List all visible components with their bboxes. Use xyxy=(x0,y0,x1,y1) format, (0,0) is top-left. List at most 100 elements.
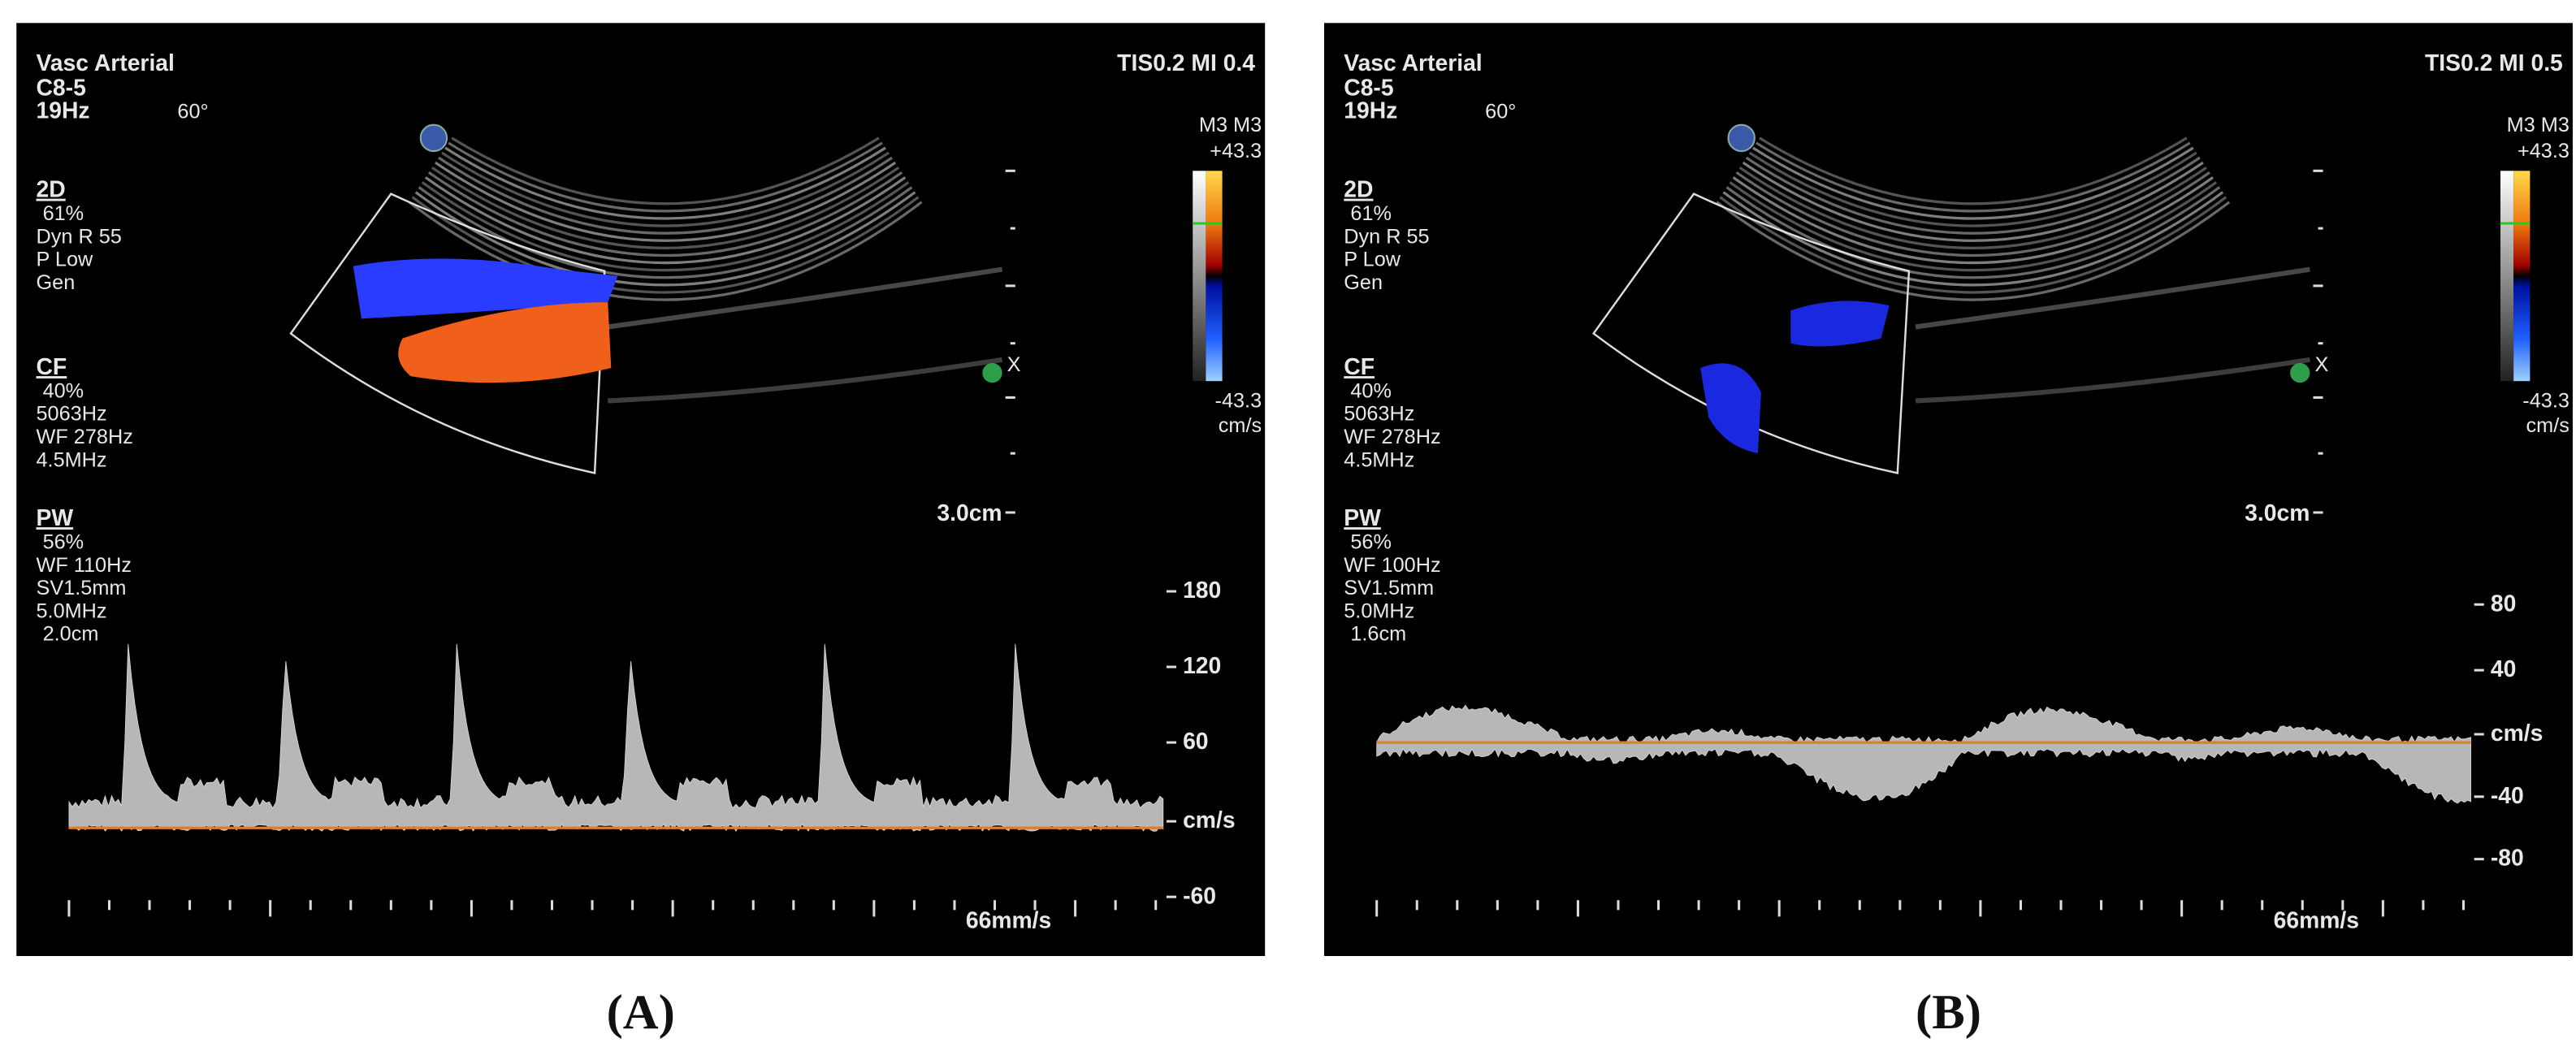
gray-bar xyxy=(2500,171,2514,382)
color-bar-max: +43.3 xyxy=(1210,140,1262,162)
panel-label: (B) xyxy=(1916,985,1981,1040)
tissue-arc xyxy=(1732,176,2214,265)
section-title: PW xyxy=(1344,504,1381,530)
probe-icon xyxy=(419,123,448,153)
probe-icon xyxy=(1727,123,1756,153)
tissue-arc xyxy=(1735,171,2210,257)
velocity-label: cm/s xyxy=(1183,807,1236,833)
section-line: 1.6cm xyxy=(1350,623,1406,646)
marker: X xyxy=(2314,353,2328,376)
section-line: 5063Hz xyxy=(1344,403,1414,426)
probe: C8-5 xyxy=(36,74,85,100)
focus-marker xyxy=(982,362,1002,383)
section-line: 56% xyxy=(43,530,84,553)
vessel-wall xyxy=(1915,357,2310,404)
frame-rate: 19Hz xyxy=(36,97,89,123)
section-line: 5.0MHz xyxy=(36,599,106,622)
velocity-label: -40 xyxy=(2491,782,2524,808)
section-line: P Low xyxy=(1344,249,1401,271)
marker: X xyxy=(1007,353,1021,376)
panel-label: (A) xyxy=(607,985,675,1040)
tissue-arc xyxy=(418,186,913,279)
section-line: WF 100Hz xyxy=(1344,554,1440,577)
color-bar xyxy=(2513,171,2531,382)
mode: Vasc Arterial xyxy=(36,50,174,76)
doppler-waveform xyxy=(1376,704,2471,804)
tissue-arc xyxy=(438,156,894,235)
section-title: 2D xyxy=(36,176,65,202)
flow-blue xyxy=(1700,363,1761,454)
vessel-wall xyxy=(1915,266,2310,330)
color-bar-min: -43.3 xyxy=(1215,390,1262,413)
vessel-wall xyxy=(608,357,1003,404)
velocity-label: -60 xyxy=(1183,882,1216,908)
color-bar-unit: cm/s xyxy=(1219,414,1262,437)
velocity-label: cm/s xyxy=(2491,720,2544,746)
section-line: P Low xyxy=(36,249,93,271)
tissue-arc xyxy=(1725,186,2221,279)
flow-blue xyxy=(1790,301,1890,347)
tissue-arc xyxy=(1719,196,2227,294)
angle: 60° xyxy=(1485,101,1516,123)
probe: C8-5 xyxy=(1344,74,1393,100)
panel-background xyxy=(1323,23,2573,956)
gray-bar xyxy=(1193,171,1206,382)
color-box xyxy=(289,193,606,474)
section-line: WF 110Hz xyxy=(36,554,131,577)
tissue-arc xyxy=(421,181,910,272)
flow-blue xyxy=(353,258,618,319)
tissue-arc xyxy=(1759,136,2188,206)
tissue-arc xyxy=(424,176,907,265)
section-line: 61% xyxy=(1350,202,1392,225)
indices: TIS0.2 MI 0.4 xyxy=(1117,50,1255,76)
tissue-arc xyxy=(1722,191,2224,287)
section-line: Gen xyxy=(1344,271,1383,294)
section-line: 61% xyxy=(43,202,84,225)
velocity-label: 180 xyxy=(1183,577,1221,603)
indices: TIS0.2 MI 0.5 xyxy=(2425,50,2563,76)
velocity-label: -80 xyxy=(2491,845,2524,871)
section-line: 40% xyxy=(43,379,84,402)
velocity-label: 80 xyxy=(2491,590,2516,616)
tissue-arc xyxy=(414,191,916,287)
section-line: Dyn R 55 xyxy=(36,225,121,248)
focus-marker xyxy=(2290,362,2310,383)
sweep-speed: 66mm/s xyxy=(2274,907,2359,933)
depth: 3.0cm xyxy=(937,500,1002,526)
section-line: 4.5MHz xyxy=(36,448,106,471)
tissue-arc xyxy=(1745,156,2201,235)
angle: 60° xyxy=(177,101,208,123)
tissue-arc xyxy=(444,146,886,220)
section-title: PW xyxy=(36,504,73,530)
velocity-label: 60 xyxy=(1183,728,1208,754)
color-box xyxy=(1591,193,1911,474)
tissue-arc xyxy=(411,196,920,294)
section-line: 2.0cm xyxy=(43,623,99,646)
section-title: CF xyxy=(36,353,67,379)
section-line: SV1.5mm xyxy=(1344,577,1434,599)
color-bar-top: M3 M3 xyxy=(1199,114,1262,136)
tissue-arc xyxy=(1751,146,2194,220)
velocity-label: 40 xyxy=(2491,655,2516,681)
color-bar-min: -43.3 xyxy=(2522,390,2570,413)
tissue-arc xyxy=(1729,181,2218,272)
tissue-arc xyxy=(441,151,890,227)
section-line: WF 278Hz xyxy=(36,426,132,448)
tissue-arc xyxy=(1755,141,2191,213)
section-line: 56% xyxy=(1350,530,1392,553)
section-line: 5.0MHz xyxy=(1344,599,1414,622)
color-bar xyxy=(1206,171,1223,382)
velocity-label: 120 xyxy=(1183,652,1221,678)
tissue-arc xyxy=(451,136,880,206)
color-bar-top: M3 M3 xyxy=(2507,114,2570,136)
sweep-speed: 66mm/s xyxy=(966,907,1051,933)
tissue-arc xyxy=(427,171,903,257)
tissue-arc xyxy=(431,166,900,249)
section-line: Dyn R 55 xyxy=(1344,225,1429,248)
color-bar-max: +43.3 xyxy=(2518,140,2570,162)
section-line: WF 278Hz xyxy=(1344,426,1440,448)
mode: Vasc Arterial xyxy=(1344,50,1482,76)
